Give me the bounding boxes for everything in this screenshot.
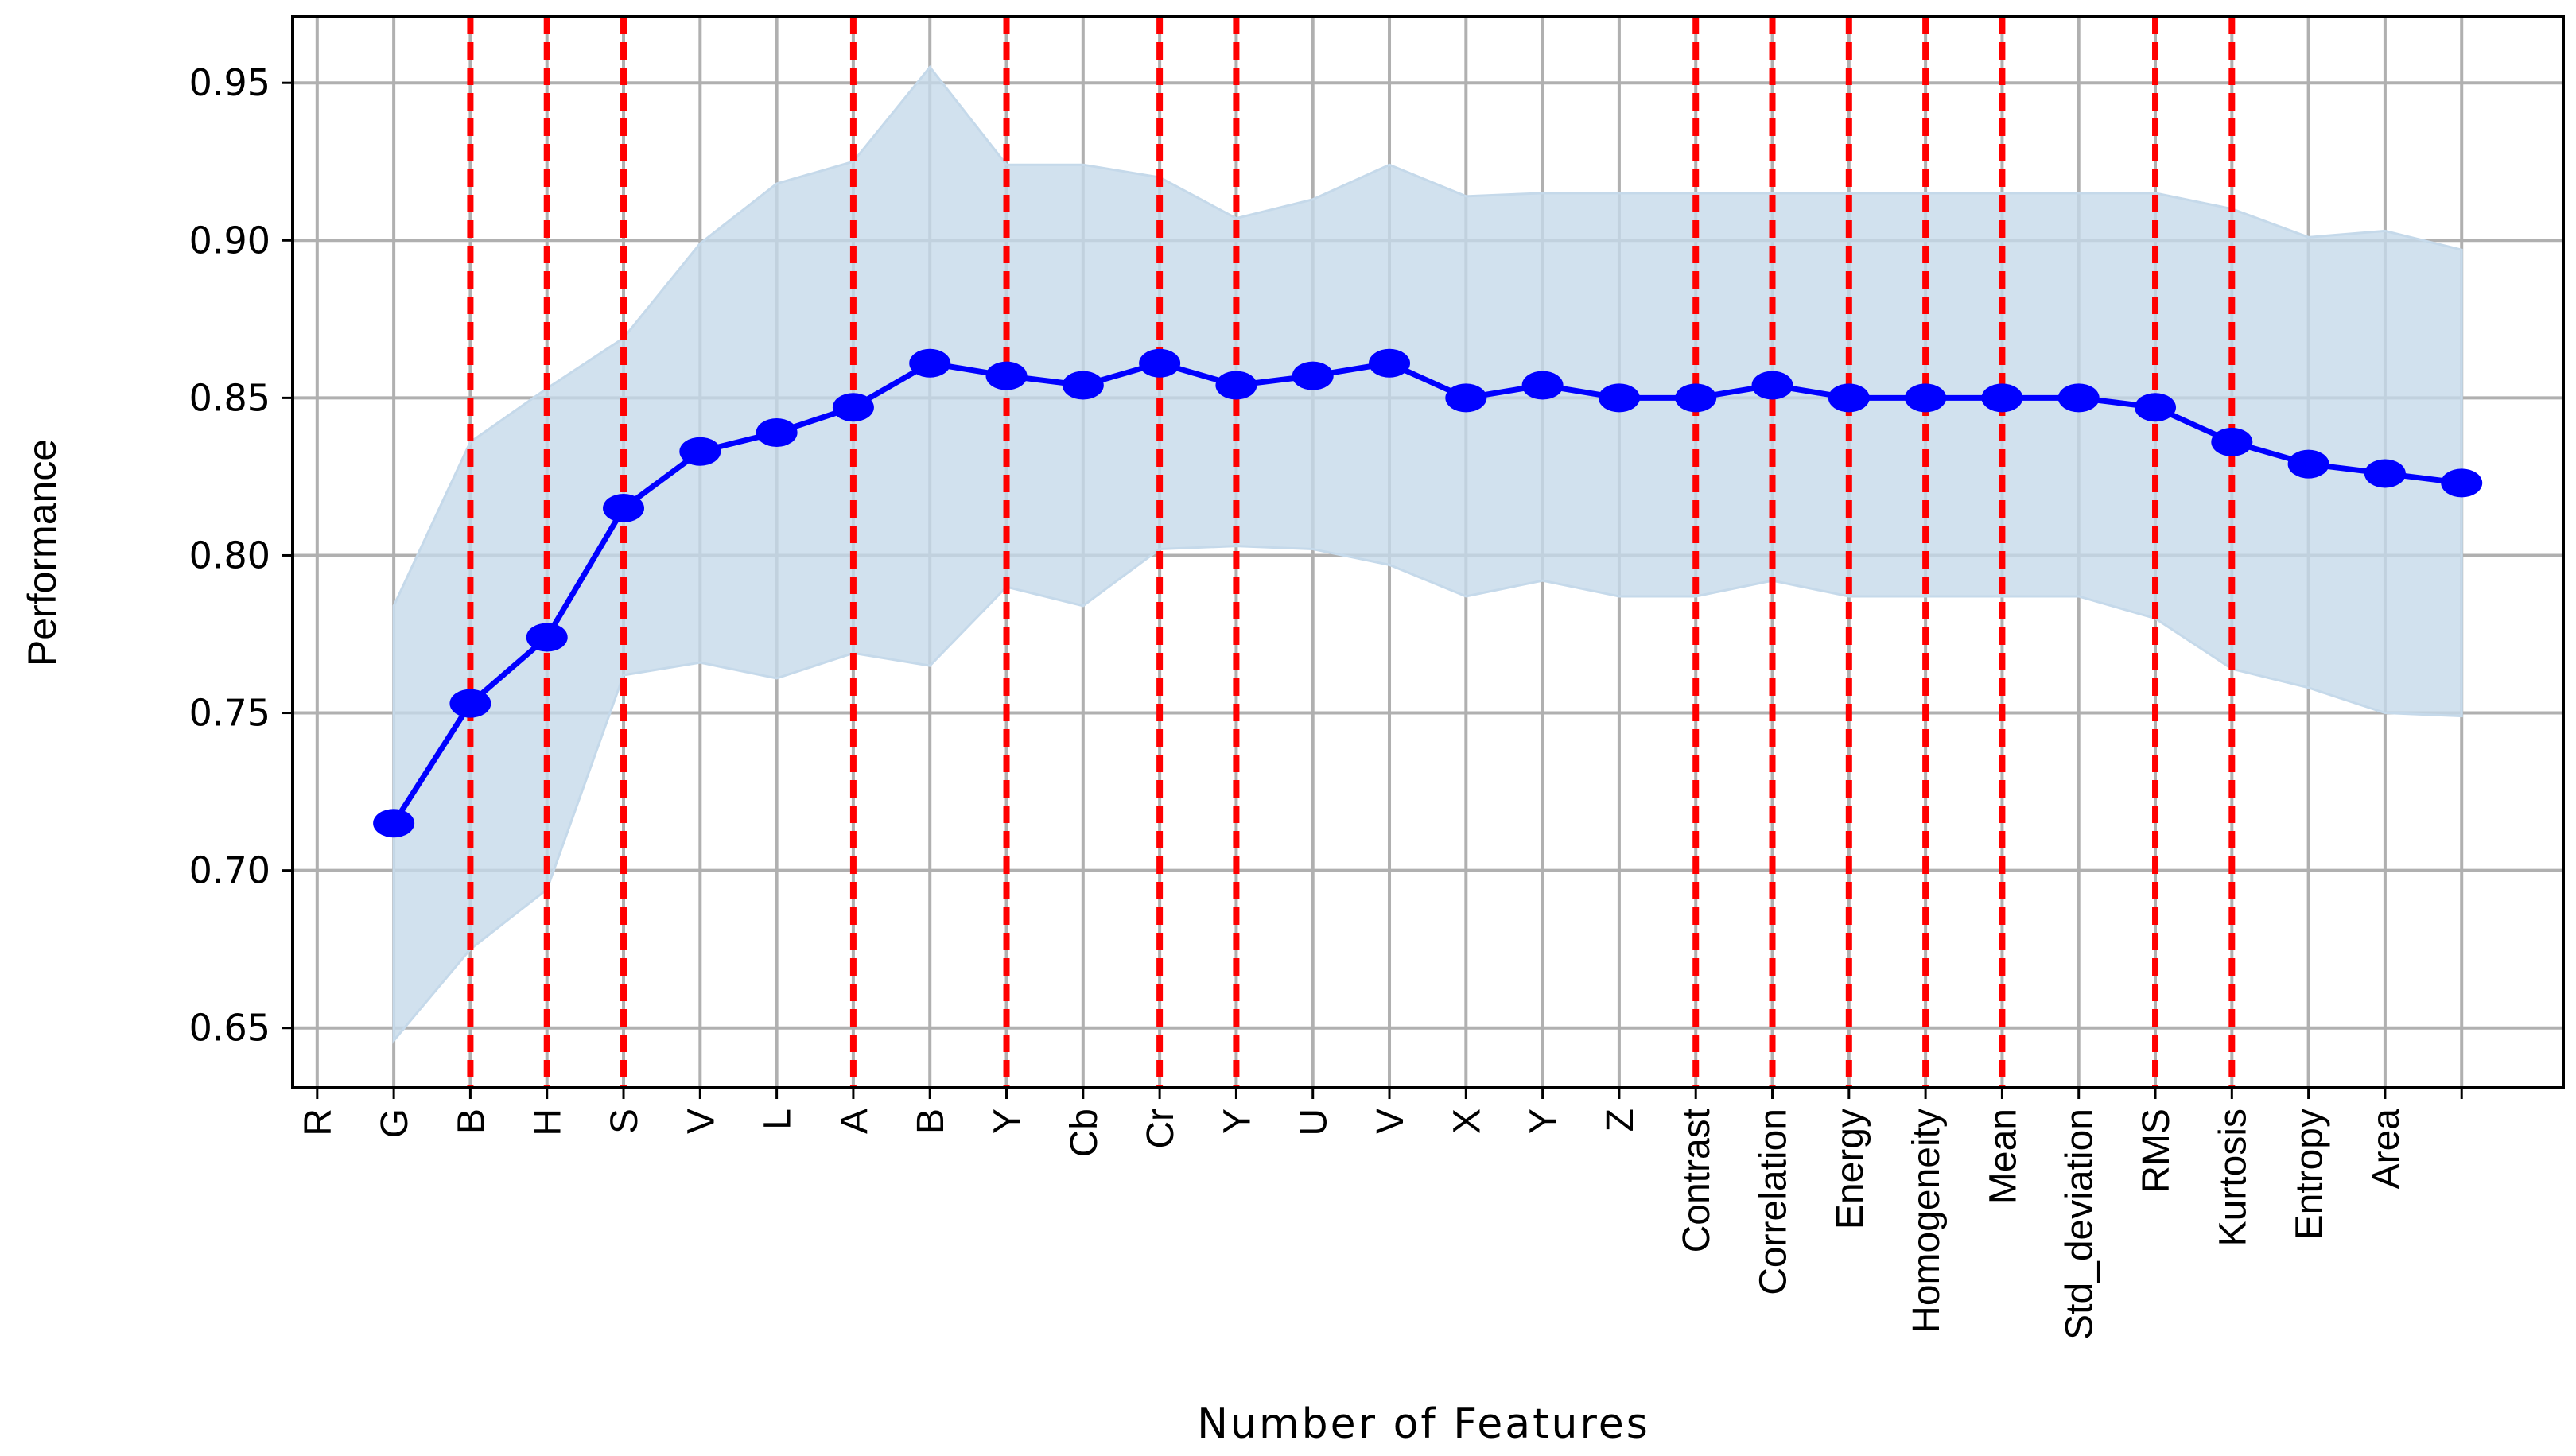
marker: [2057, 383, 2100, 413]
y-tick-label: 0.80: [189, 534, 270, 577]
marker: [1215, 371, 1257, 400]
x-tick-label: B: [910, 1109, 952, 1134]
x-tick-label: R: [297, 1109, 340, 1136]
y-tick-label: 0.70: [189, 849, 270, 892]
x-tick-label: B: [450, 1109, 492, 1134]
x-tick-label: Area: [2365, 1109, 2407, 1190]
marker: [1521, 371, 1564, 400]
marker: [2441, 468, 2483, 498]
x-tick-label: Y: [1216, 1109, 1258, 1134]
x-tick-label: Cb: [1063, 1109, 1105, 1157]
x-tick-label: A: [833, 1109, 876, 1134]
marker: [1675, 383, 1717, 413]
x-axis-label: Number of Features: [1197, 1400, 1650, 1448]
marker: [1292, 361, 1334, 390]
x-tick-label: H: [527, 1109, 569, 1136]
marker: [756, 417, 798, 447]
marker: [2135, 393, 2177, 422]
marker: [1828, 383, 1870, 413]
marker: [1905, 383, 1947, 413]
x-tick-label: U: [1293, 1109, 1335, 1136]
marker: [909, 348, 951, 378]
y-tick-label: 0.95: [189, 61, 270, 104]
x-tick-label: V: [1370, 1109, 1412, 1134]
marker: [1369, 348, 1411, 378]
y-tick-label: 0.85: [189, 376, 270, 419]
y-axis-label: Performance: [20, 439, 64, 666]
marker: [1598, 383, 1640, 413]
marker: [603, 494, 645, 523]
x-tick-label: X: [1446, 1109, 1488, 1134]
x-tick-label: Z: [1599, 1109, 1642, 1132]
y-tick-label: 0.90: [189, 219, 270, 262]
marker: [1981, 383, 2023, 413]
x-tick-label: Energy: [1829, 1109, 1871, 1229]
y-tick-label: 0.75: [189, 692, 270, 735]
marker: [679, 437, 721, 466]
marker: [526, 623, 568, 652]
x-tick-label: Y: [1523, 1109, 1565, 1134]
y-tick-label: 0.65: [189, 1007, 270, 1050]
marker: [832, 393, 874, 422]
plot-frame: [291, 15, 2565, 1089]
x-tick-label: Y: [987, 1109, 1029, 1134]
marker: [373, 809, 415, 838]
marker: [1751, 371, 1793, 400]
x-tick-label: S: [604, 1109, 646, 1134]
x-tick-label: G: [374, 1109, 416, 1138]
marker: [2287, 449, 2329, 479]
marker: [1062, 371, 1104, 400]
x-tick-label: V: [680, 1109, 722, 1134]
x-tick-label: Homogeneity: [1906, 1109, 1948, 1334]
x-tick-label: RMS: [2135, 1109, 2178, 1194]
marker: [449, 689, 491, 718]
marker: [2364, 459, 2406, 488]
marker: [1139, 348, 1181, 378]
x-tick-label: Correlation: [1753, 1109, 1795, 1295]
x-tick-label: Std_deviation: [2059, 1109, 2101, 1340]
confidence-band: [392, 64, 2463, 1044]
x-tick-label: Kurtosis: [2212, 1109, 2254, 1246]
x-tick-label: L: [757, 1109, 799, 1130]
x-tick-label: Cr: [1140, 1109, 1182, 1149]
marker: [2211, 427, 2253, 456]
series-line: [391, 360, 2462, 825]
x-tick-label: Entropy: [2289, 1109, 2331, 1240]
x-tick-label: Contrast: [1676, 1109, 1718, 1252]
marker: [985, 361, 1028, 390]
marker: [1445, 383, 1487, 413]
x-tick-label: Mean: [1982, 1109, 2024, 1204]
